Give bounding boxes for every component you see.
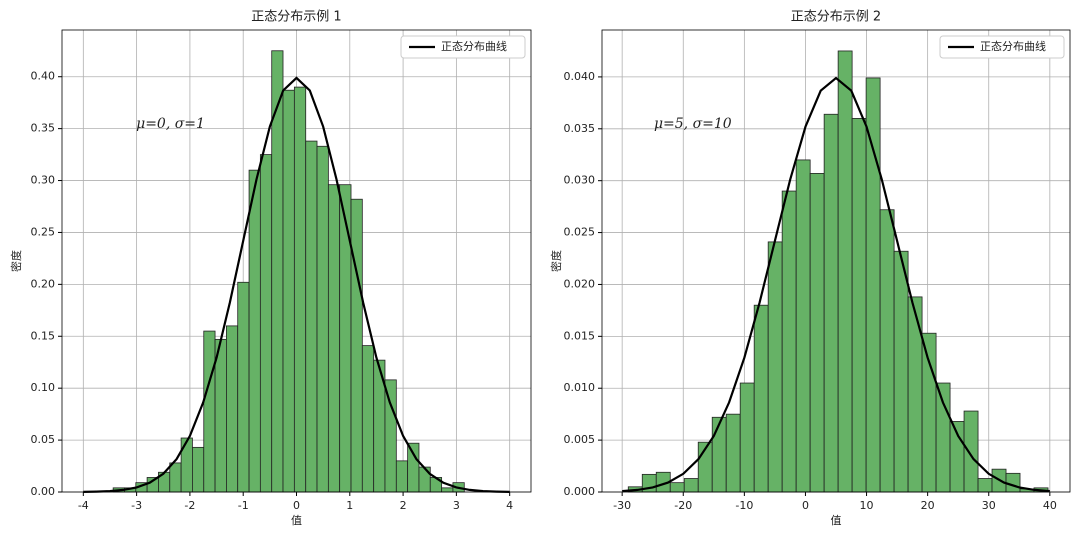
y-tick-label: 0.00 — [31, 485, 56, 498]
histogram-bar — [669, 482, 685, 493]
histogram-bar — [767, 241, 783, 493]
x-tick-label: 30 — [982, 499, 996, 512]
histogram-bar — [823, 113, 839, 493]
y-tick-label: 0.30 — [31, 174, 56, 187]
x-tick-label: 2 — [400, 499, 407, 512]
x-tick-label: -30 — [613, 499, 631, 512]
histogram-bar — [407, 442, 420, 493]
histogram-bar — [809, 173, 825, 493]
x-tick-label: -2 — [184, 499, 195, 512]
chart: -4 -3 -2 -1 0 1 2 3 4 0.00 0.05 0.10 0.15 0.20 0.25 0.3… — [9, 10, 532, 527]
histogram-bar — [921, 332, 937, 493]
y-tick-label: 0.015 — [564, 329, 596, 342]
histogram-bar — [305, 140, 318, 493]
y-tick-label: 0.20 — [31, 277, 56, 290]
histogram-bar — [837, 50, 853, 493]
histogram-bar — [384, 379, 397, 493]
chart-title: 正态分布示例 1 — [251, 10, 341, 25]
histogram-bar — [293, 86, 307, 493]
y-tick-label: 0.030 — [564, 174, 596, 187]
histogram-bar — [248, 169, 261, 493]
histogram-bar — [226, 325, 239, 493]
histogram-bar — [781, 190, 797, 493]
x-tick-label: 40 — [1043, 499, 1057, 512]
histogram-bar — [203, 330, 216, 493]
x-tick-label: 10 — [860, 499, 874, 512]
histogram-bar — [711, 416, 727, 493]
histogram-bar — [327, 184, 341, 493]
histogram-bar — [683, 478, 699, 493]
histogram-bar — [851, 118, 867, 493]
x-tick-label: 20 — [921, 499, 935, 512]
x-tick-label: 1 — [346, 499, 353, 512]
histogram-bar — [879, 209, 895, 493]
y-tick-label: 0.25 — [31, 225, 56, 238]
histogram-bar — [893, 250, 909, 493]
y-tick-label: 0.10 — [31, 381, 56, 394]
chart-title: 正态分布示例 2 — [791, 10, 881, 25]
y-tick-label: 0.05 — [31, 433, 56, 446]
histogram-bar — [418, 466, 431, 493]
axes-frame — [61, 29, 532, 493]
x-tick-label: -1 — [238, 499, 249, 512]
histogram-bar — [169, 462, 182, 493]
histogram-bar — [214, 338, 227, 493]
histogram-bar — [350, 198, 363, 493]
histogram-bar — [795, 159, 811, 493]
y-tick-label: 0.35 — [31, 122, 56, 135]
annotation: μ=0, σ=1 — [136, 116, 205, 132]
histogram-bar — [739, 382, 755, 493]
x-tick-label: -20 — [674, 499, 692, 512]
histogram-bar — [753, 304, 769, 493]
density-curve — [83, 76, 510, 493]
histogram-bar — [192, 446, 205, 493]
y-tick-label: 0.15 — [31, 329, 56, 342]
histogram-bar — [316, 145, 329, 493]
histogram-bar — [237, 281, 250, 493]
x-axis-label: 值 — [831, 514, 842, 527]
y-tick-label: 0.025 — [564, 226, 596, 239]
x-tick-label: 0 — [293, 499, 300, 512]
legend-box — [939, 35, 1065, 59]
x-tick-label: -10 — [735, 499, 753, 512]
histogram-bar — [1005, 472, 1021, 493]
histogram-bar — [935, 382, 951, 493]
chart: -30 -20 -10 0 10 20 30 40 0.000 0.005 0.010 0.015 0.… — [549, 10, 1071, 527]
y-tick-label: 0.040 — [564, 70, 596, 83]
histogram-bar — [282, 89, 295, 493]
histogram-bar — [865, 77, 881, 493]
y-tick-label: 0.000 — [564, 485, 596, 498]
histogram-bar — [361, 345, 375, 493]
density-curve — [622, 76, 1050, 493]
y-axis-label: 密度 — [549, 250, 563, 272]
histogram-bar — [441, 487, 454, 493]
x-tick-label: -3 — [131, 499, 142, 512]
x-tick-label: 4 — [506, 499, 513, 512]
histogram-bar — [977, 478, 993, 493]
y-tick-label: 0.010 — [564, 381, 596, 394]
histogram-bar — [963, 410, 979, 493]
axes-frame — [601, 29, 1071, 493]
histogram-bar — [259, 154, 273, 493]
histogram-bar — [395, 460, 409, 493]
histogram-bar — [339, 184, 352, 493]
legend-label: 正态分布曲线 — [980, 39, 1046, 53]
histogram-bar — [725, 413, 741, 493]
y-tick-label: 0.005 — [564, 433, 596, 446]
y-axis-label: 密度 — [9, 250, 23, 272]
x-tick-label: 3 — [453, 499, 460, 512]
legend-label: 正态分布曲线 — [441, 39, 507, 53]
x-tick-label: 0 — [802, 499, 809, 512]
x-axis-label: 值 — [291, 514, 302, 527]
y-tick-label: 0.035 — [564, 122, 596, 135]
x-tick-label: -4 — [78, 499, 89, 512]
annotation: μ=5, σ=10 — [654, 116, 732, 132]
legend-box — [400, 35, 526, 59]
y-tick-label: 0.40 — [31, 70, 56, 83]
y-tick-label: 0.020 — [564, 277, 596, 290]
